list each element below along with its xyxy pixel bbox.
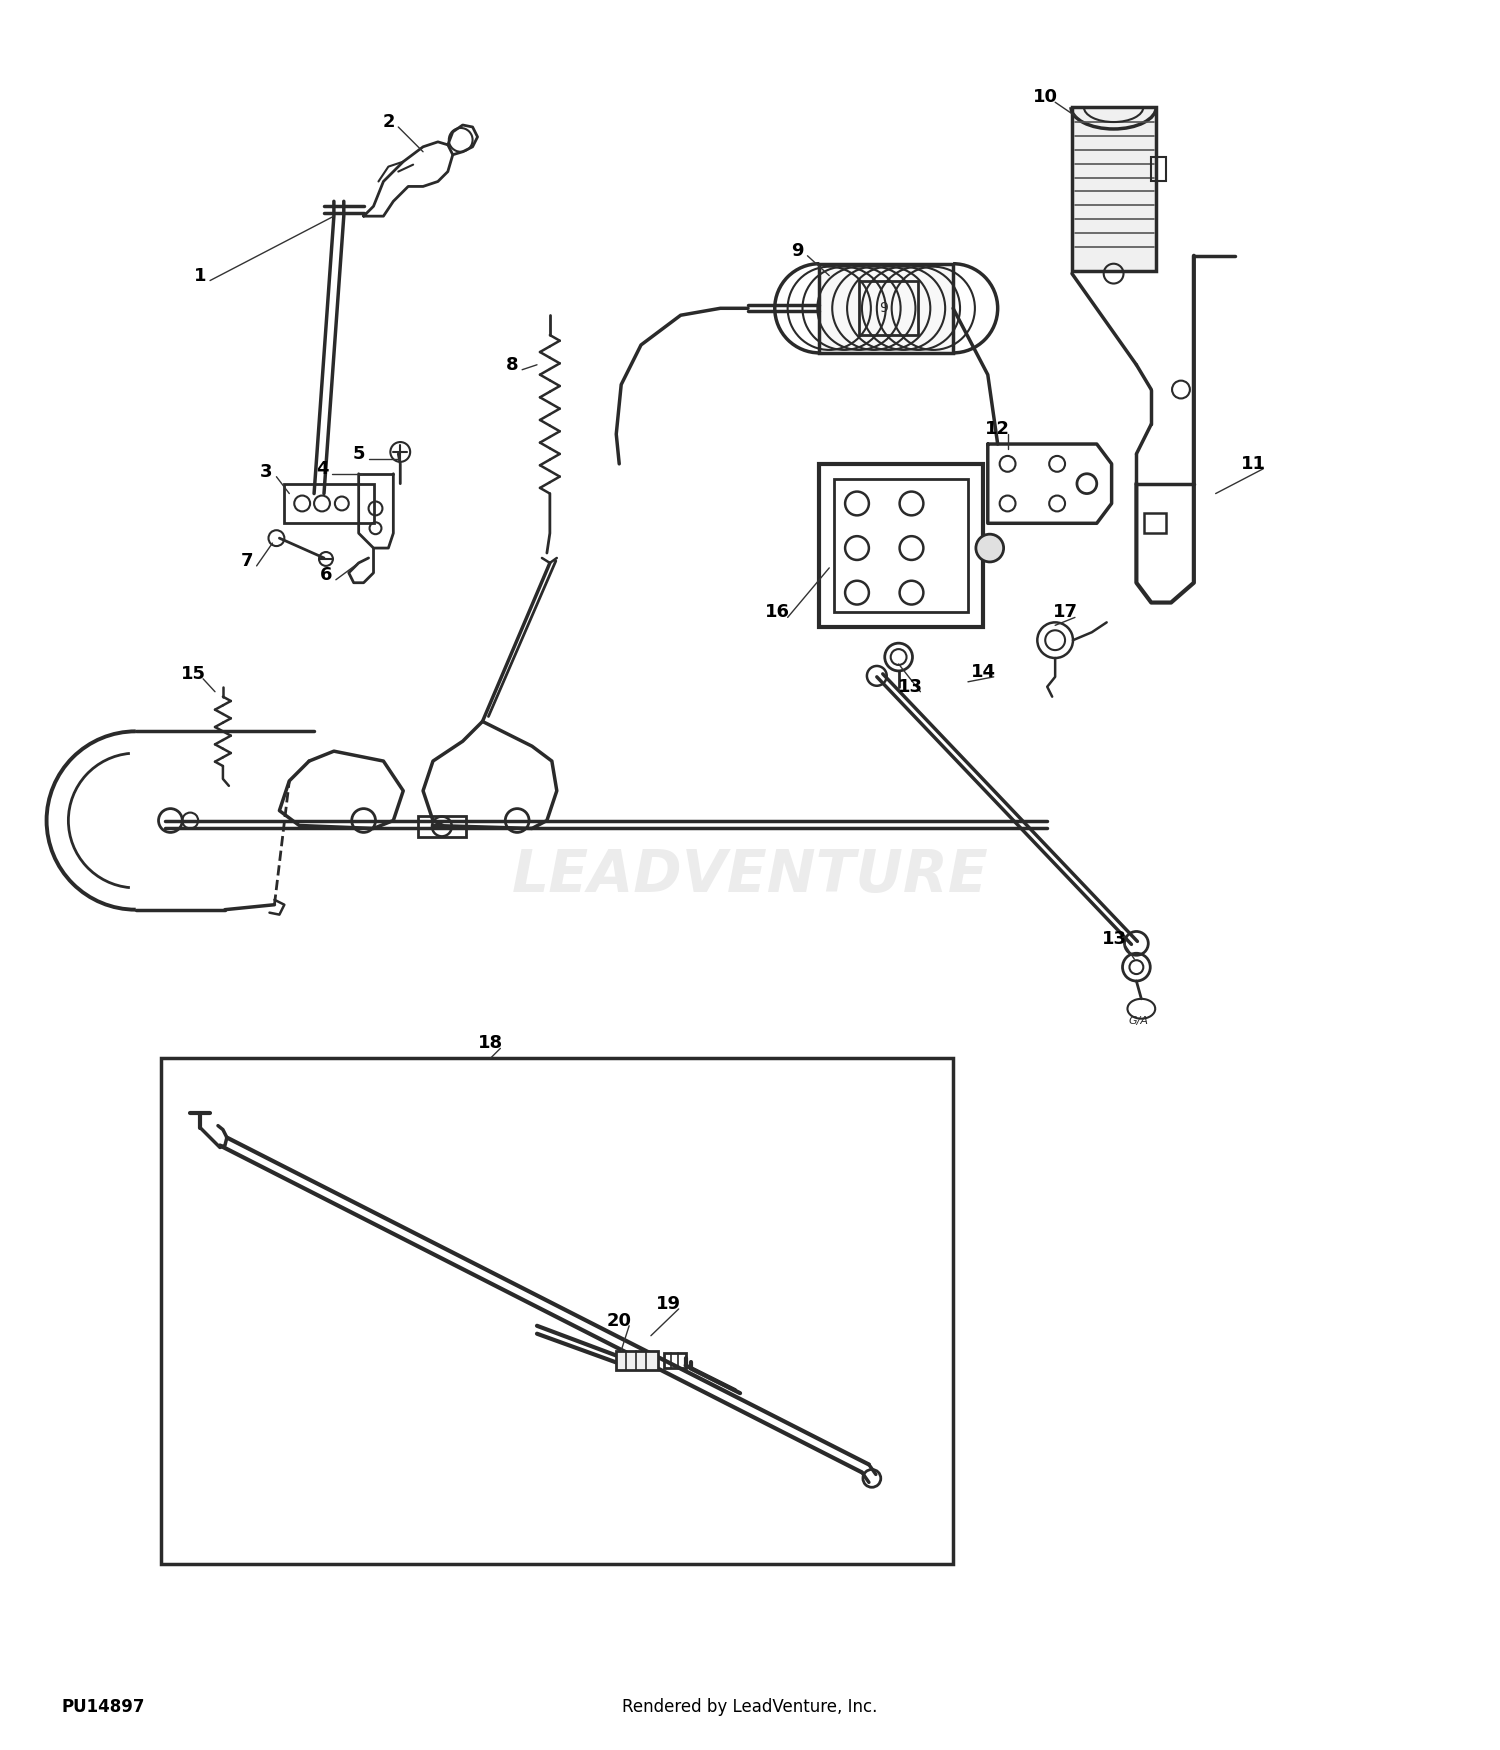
Text: 18: 18: [478, 1034, 502, 1052]
Bar: [1144, 513, 1166, 534]
Bar: [819, 464, 983, 626]
Bar: [1150, 158, 1166, 182]
Text: 17: 17: [1053, 604, 1077, 621]
Bar: [285, 483, 374, 523]
Bar: [616, 1351, 658, 1370]
Text: 13: 13: [1102, 931, 1126, 948]
Text: 10: 10: [1032, 88, 1058, 107]
Text: 9: 9: [792, 242, 804, 259]
Text: 16: 16: [765, 604, 790, 621]
Text: 9: 9: [879, 301, 888, 315]
Bar: [160, 1059, 952, 1563]
Text: 7: 7: [240, 551, 254, 570]
Text: 11: 11: [1240, 455, 1266, 472]
Text: 3: 3: [261, 462, 273, 481]
Circle shape: [976, 534, 1004, 562]
Text: 4: 4: [315, 460, 328, 478]
Bar: [859, 280, 918, 334]
Text: 19: 19: [657, 1295, 681, 1312]
Text: 14: 14: [972, 663, 996, 681]
Text: PU14897: PU14897: [62, 1698, 146, 1717]
Text: LEADVENTURE: LEADVENTURE: [512, 847, 988, 903]
Bar: [664, 1353, 686, 1368]
Text: 20: 20: [606, 1312, 631, 1330]
Text: 15: 15: [180, 665, 206, 682]
Text: 8: 8: [506, 355, 519, 374]
Bar: [1072, 107, 1156, 271]
Bar: [819, 264, 952, 354]
Text: 13: 13: [898, 677, 922, 696]
Text: 12: 12: [986, 420, 1010, 438]
Bar: [834, 480, 968, 612]
Text: Rendered by LeadVenture, Inc.: Rendered by LeadVenture, Inc.: [622, 1698, 878, 1717]
Text: 2: 2: [382, 114, 394, 131]
Text: 5: 5: [352, 444, 364, 464]
Bar: [419, 816, 465, 836]
Text: 1: 1: [194, 266, 207, 285]
Text: G/A: G/A: [1128, 1015, 1149, 1026]
Text: 6: 6: [320, 565, 332, 584]
